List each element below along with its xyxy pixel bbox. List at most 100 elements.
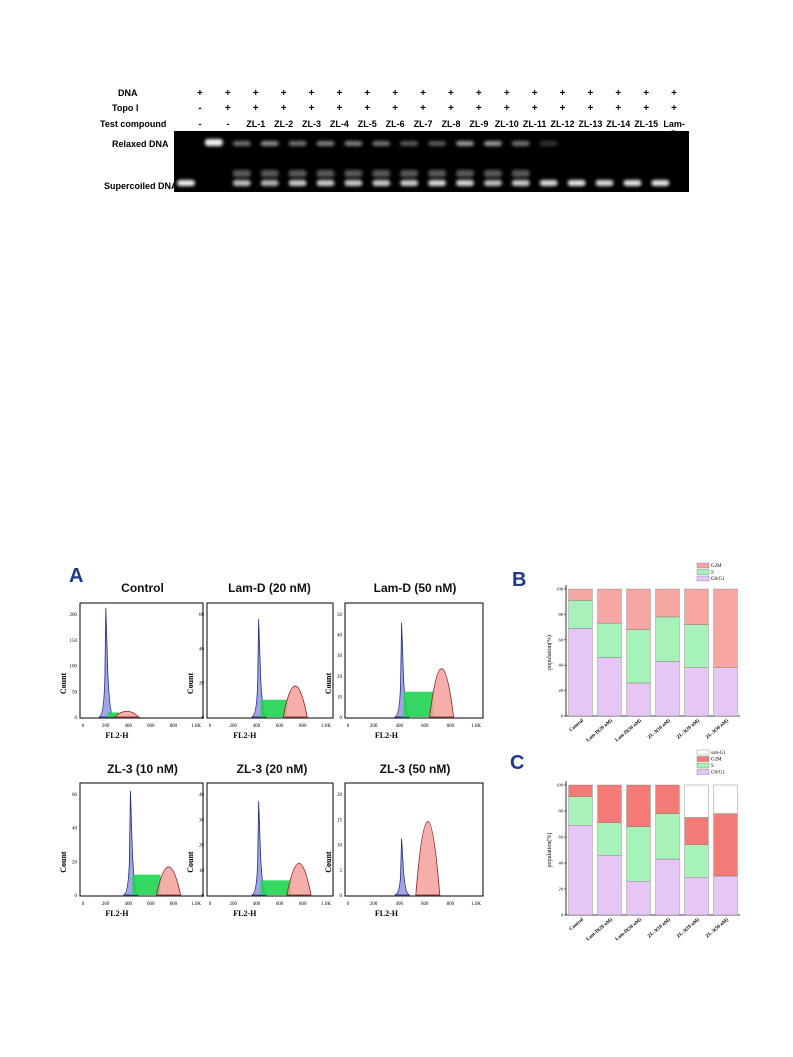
smear-band — [372, 170, 391, 177]
g2-peak — [156, 866, 182, 896]
bar-segment — [713, 813, 738, 877]
lane-value: + — [392, 103, 399, 114]
x-axis-label: FL2-H — [105, 731, 129, 740]
x-tick-label: 800 — [299, 724, 307, 729]
category-label: Lam-D(50 nM) — [615, 917, 643, 942]
y-tick-label: 150 — [70, 639, 78, 644]
s-phase-region — [260, 880, 291, 895]
y-tick-label: 0 — [340, 716, 343, 721]
x-tick-label: 800 — [170, 902, 178, 907]
lane-value: + — [224, 88, 231, 99]
g1-peak — [98, 607, 115, 718]
y-tick-label: 0 — [202, 716, 205, 721]
smear-band — [288, 170, 307, 177]
x-axis-label: FL2-H — [233, 731, 257, 740]
bar-segment — [713, 875, 738, 916]
supercoiled-band — [232, 180, 251, 186]
x-tick-label: 0 — [209, 902, 212, 907]
lane-value: + — [559, 103, 566, 114]
y-tick-label: 30 — [337, 654, 343, 659]
histogram-frame — [206, 602, 334, 719]
histogram-frame — [79, 782, 204, 897]
y-tick-label: 20 — [559, 887, 564, 892]
lane-value: + — [448, 103, 454, 114]
y-tick-label: 20 — [199, 682, 205, 687]
y-tick-label: 15 — [337, 818, 343, 823]
bar-segment — [684, 877, 709, 916]
bar-segment — [568, 600, 593, 629]
bar-segment — [713, 784, 738, 814]
legend: G2M SG0/G1 — [696, 562, 725, 582]
lane-value: ZL-5 — [357, 119, 377, 129]
lane-value: ZL-4 — [329, 119, 349, 129]
lane-value: + — [615, 88, 622, 99]
smear-band — [428, 170, 447, 177]
bar-segment — [626, 588, 651, 630]
g2-peak — [429, 668, 455, 718]
lane-value: + — [280, 103, 287, 114]
bar-segment — [597, 784, 622, 823]
lane-value: + — [336, 88, 343, 99]
s-phase-region — [403, 691, 434, 717]
x-axis-label: FL2-H — [375, 731, 399, 740]
supercoiled-dna-label: Supercoiled DNA — [104, 181, 178, 191]
g1-peak — [251, 619, 267, 718]
category-label: Lam-D(20 nM) — [586, 917, 614, 942]
lane-value: ZL-2 — [274, 119, 294, 129]
y-tick-label: 60 — [199, 613, 205, 618]
y-tick-label: 40 — [337, 634, 343, 639]
lane-value: + — [671, 103, 677, 114]
bar-segment — [568, 796, 593, 826]
lane-row-topo: - + + + + + + + + + + + + + + + + + — [186, 103, 688, 114]
supercoiled-band — [288, 180, 307, 186]
category-label: Lam-D(20 nM) — [586, 718, 614, 743]
x-tick-label: 1.0K — [191, 902, 201, 907]
category-label: ZL-3(20 nM) — [676, 917, 701, 939]
legend-label: S — [711, 764, 714, 769]
relaxed-band — [428, 141, 447, 146]
x-tick-label: 0 — [82, 902, 85, 907]
lane-value: + — [364, 103, 371, 114]
g1-peak — [251, 801, 267, 896]
lane-row-dna: + + + + + + + + + + + + + + + + + + — [186, 88, 688, 99]
lane-value: + — [531, 103, 538, 114]
relaxed-band — [288, 141, 307, 146]
category-label: Control — [569, 718, 585, 733]
lane-value: + — [587, 103, 594, 114]
x-axis-label: FL2-H — [375, 909, 399, 918]
x-tick-label: 200 — [102, 724, 110, 729]
supercoiled-band — [400, 180, 419, 186]
histogram-title: Control — [121, 581, 164, 595]
y-tick-label: 60 — [559, 835, 564, 840]
supercoiled-band — [260, 180, 279, 186]
lane-value: + — [587, 88, 594, 99]
category-label: Control — [569, 917, 585, 932]
bar-segment — [626, 629, 651, 684]
y-tick-label: 60 — [72, 793, 78, 798]
supercoiled-band — [456, 180, 474, 186]
bar-segment — [597, 623, 622, 658]
legend-swatch — [696, 762, 710, 769]
lane-value: + — [197, 88, 203, 99]
relaxed-band — [400, 141, 419, 146]
y-axis-label: population(%) — [546, 635, 553, 670]
relaxed-band — [260, 141, 279, 146]
x-tick-label: 1.0K — [471, 724, 481, 729]
y-tick-label: 10 — [337, 695, 343, 700]
bar-segment — [597, 588, 622, 624]
relaxed-band — [232, 141, 251, 146]
relaxed-band — [372, 141, 391, 146]
y-axis-label: Count — [324, 672, 333, 694]
y-tick-label: 100 — [556, 587, 564, 592]
y-axis-label: Count — [324, 851, 333, 873]
x-tick-label: 800 — [299, 902, 307, 907]
relaxed-band — [316, 141, 335, 146]
x-tick-label: 1.0K — [321, 724, 331, 729]
lane-row-compound: - - ZL-1 ZL-2 ZL-3 ZL-4 ZL-5 ZL-6 ZL-7 ZL-8 ZL-9 ZL… — [186, 119, 688, 139]
x-tick-label: 600 — [147, 902, 155, 907]
y-tick-label: 100 — [556, 783, 564, 788]
supercoiled-band — [344, 180, 363, 186]
y-tick-label: 0 — [340, 894, 343, 899]
x-tick-label: 200 — [370, 902, 378, 907]
